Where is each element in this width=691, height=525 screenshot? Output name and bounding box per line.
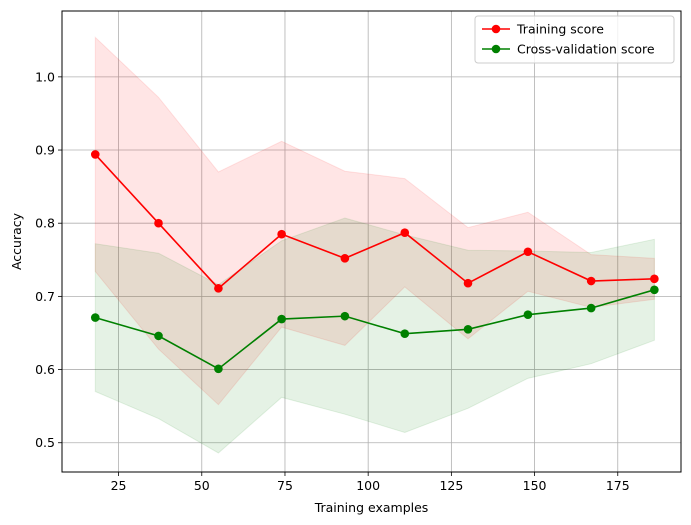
- point-cross-validation: [340, 311, 350, 321]
- point-cross-validation: [154, 331, 163, 341]
- series-points: [90, 150, 659, 374]
- point-training: [523, 247, 533, 257]
- line-training: [94, 153, 655, 290]
- x-axis-label: Training examples: [314, 500, 429, 515]
- x-tick-label: 150: [523, 478, 547, 493]
- y-axis-label: Accuracy: [9, 212, 24, 270]
- line-cross-validation: [95, 289, 655, 370]
- point-cross-validation: [400, 329, 410, 339]
- point-cross-validation: [523, 310, 533, 319]
- point-cross-validation: [463, 325, 473, 334]
- x-tick-label: 100: [356, 478, 380, 493]
- legend-label-training: Training score: [516, 22, 604, 37]
- point-training: [214, 284, 223, 293]
- point-training: [586, 276, 596, 286]
- x-tick-label: 50: [194, 478, 210, 493]
- band-cross-validation: [94, 217, 655, 454]
- y-axis: 0.5 0.6 0.7 0.8 0.9 1.0: [35, 69, 62, 450]
- point-cross-validation: [90, 313, 100, 322]
- legend: Training score Cross-validation score: [474, 15, 675, 64]
- band-training: [94, 36, 655, 406]
- y-tick-label: 0.5: [35, 435, 55, 450]
- point-cross-validation: [650, 285, 659, 295]
- x-tick-label: 125: [439, 478, 463, 493]
- point-training: [340, 254, 350, 263]
- y-tick-label: 0.7: [35, 289, 55, 304]
- legend-box: [474, 15, 675, 64]
- point-cross-validation: [586, 303, 596, 313]
- grid: [62, 11, 681, 472]
- x-tick-label: 75: [277, 478, 293, 493]
- plot-frame: [61, 10, 682, 473]
- point-training: [400, 228, 410, 238]
- y-tick-label: 0.8: [35, 216, 55, 231]
- point-training: [277, 229, 286, 239]
- x-axis: 25 50 75 100 125 150 175: [111, 472, 630, 493]
- series-lines: [94, 153, 655, 370]
- x-tick-label: 175: [606, 478, 630, 493]
- point-cross-validation: [214, 364, 223, 374]
- point-training: [463, 278, 473, 288]
- point-training: [154, 218, 163, 228]
- y-tick-label: 0.9: [35, 143, 55, 158]
- point-training: [90, 150, 100, 159]
- y-tick-label: 0.6: [35, 362, 55, 377]
- legend-label-cross-validation: Cross-validation score: [517, 42, 655, 57]
- confidence-bands: [94, 36, 655, 454]
- x-tick-label: 25: [111, 478, 127, 493]
- point-cross-validation: [277, 314, 286, 324]
- y-tick-label: 1.0: [35, 69, 55, 84]
- legend-marker-cross-validation: [491, 44, 501, 54]
- point-training: [650, 274, 659, 284]
- legend-marker-training: [491, 24, 501, 34]
